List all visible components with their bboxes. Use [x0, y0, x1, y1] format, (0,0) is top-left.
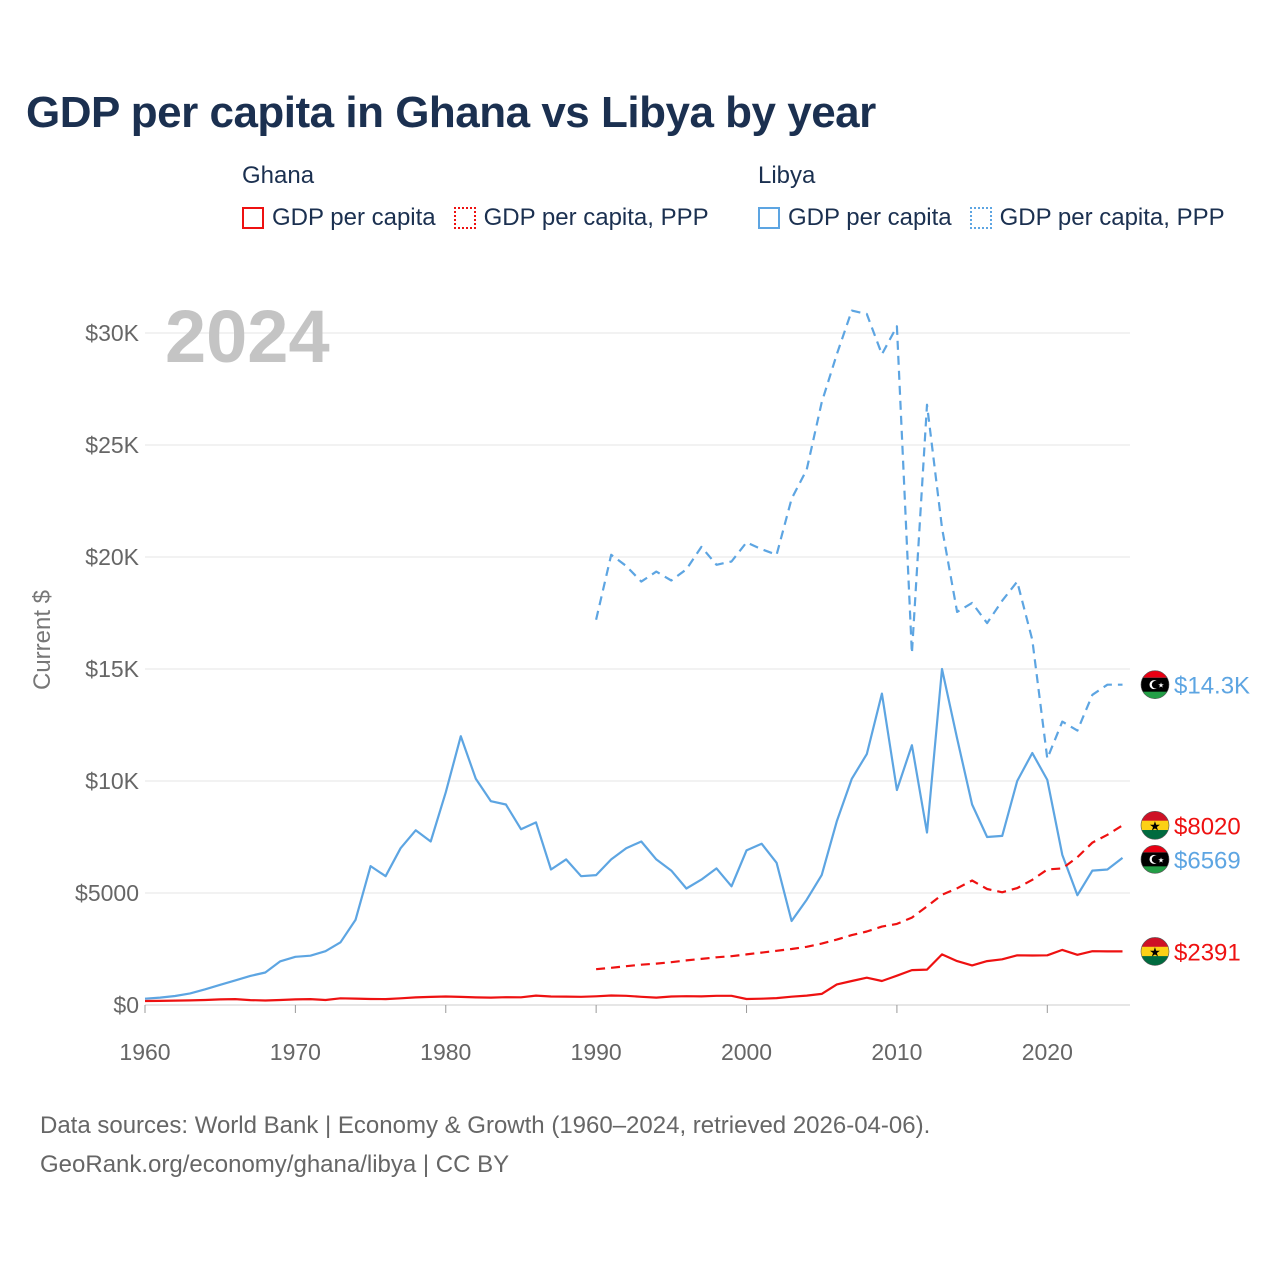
x-tick-label: 2020 [1022, 1039, 1073, 1065]
x-tick-label: 1970 [270, 1039, 321, 1065]
series-line-ghana-gdp-per-capita-ppp [595, 824, 1124, 971]
ghana-flag-icon: ★ [1141, 937, 1169, 966]
legend-item-libya-gdp[interactable]: GDP per capita [758, 204, 952, 232]
x-tick-label: 1990 [571, 1039, 622, 1065]
flag-stripe [1141, 691, 1169, 699]
flag-border [1140, 845, 1170, 874]
crescent-icon [1151, 855, 1160, 864]
legend-label: GDP per capita [788, 204, 952, 231]
end-value-label: $8020 [1174, 813, 1241, 840]
legend-label: GDP per capita, PPP [999, 204, 1225, 231]
y-tick-label: $10K [85, 768, 139, 794]
y-tick-label: $5000 [75, 880, 139, 906]
series-lines [144, 309, 1124, 1003]
footer: Data sources: World Bank | Economy & Gro… [40, 1106, 930, 1184]
y-tick-label: $30K [85, 320, 139, 346]
flag-stripe [1141, 820, 1169, 831]
flag-border [1140, 670, 1170, 699]
end-value-label: $2391 [1174, 939, 1241, 966]
end-marker-libya: ★ $6569 [1140, 845, 1241, 874]
ghana-flag-icon: ★ [1141, 811, 1169, 840]
y-tick-label: $0 [113, 992, 139, 1018]
end-marker-libya: ★ $14.3K [1140, 670, 1250, 700]
flag-border [1140, 937, 1170, 966]
flag-stripe [1141, 956, 1169, 966]
star-icon: ★ [1149, 944, 1161, 959]
x-tick-label: 2010 [871, 1039, 922, 1065]
legend-label: GDP per capita, PPP [483, 204, 709, 231]
legend-group-ghana: Ghana GDP per capita GDP per capita, PPP [242, 162, 709, 232]
legend-group-name: Ghana [242, 162, 315, 189]
legend-item-ghana-gdp[interactable]: GDP per capita [242, 204, 436, 232]
legend-group-libya: Libya GDP per capita GDP per capita, PPP [758, 162, 1225, 232]
flag-stripe [1141, 811, 1169, 822]
legend-swatch-solid [242, 207, 264, 229]
flag-stripe [1141, 830, 1169, 840]
legend-item-libya-gdp-ppp[interactable]: GDP per capita, PPP [969, 204, 1225, 232]
end-value-label: $14.3K [1174, 673, 1250, 700]
legend-item-ghana-gdp-ppp[interactable]: GDP per capita, PPP [453, 204, 709, 232]
flag-stripe [1141, 866, 1169, 874]
series-line-libya-gdp-per-capita-ppp [595, 309, 1123, 760]
legend-label: GDP per capita [272, 204, 436, 231]
crescent-icon [1151, 680, 1160, 689]
footer-link[interactable]: GeoRank.org/economy/ghana/libya | CC BY [40, 1151, 510, 1178]
star-icon: ★ [1149, 818, 1161, 833]
y-tick-label: $15K [85, 656, 139, 682]
flag-stripe [1141, 937, 1169, 948]
y-axis-label: Current $ [29, 590, 56, 690]
legend-swatch-solid [758, 207, 780, 229]
gridlines [145, 332, 1130, 1006]
x-tick-label: 1980 [420, 1039, 471, 1065]
flag-stripe [1141, 946, 1169, 957]
y-axis-ticks: $0 $5000 $10K $15K $20K $25K $30K [75, 320, 140, 1018]
y-tick-label: $25K [85, 432, 139, 458]
legend-swatch-dotted [453, 207, 476, 229]
star-icon: ★ [1158, 682, 1164, 690]
legend-group-name: Libya [758, 162, 816, 189]
flag-stripe [1141, 845, 1169, 853]
libya-flag-icon: ★ [1141, 845, 1169, 874]
x-tick-label: 2000 [721, 1039, 772, 1065]
series-line-libya-gdp-per-capita [144, 667, 1124, 1000]
x-axis-ticks: 1960 1970 1980 1990 2000 2010 2020 [119, 1005, 1073, 1065]
x-tick-label: 1960 [119, 1039, 170, 1065]
flag-stripe [1141, 670, 1169, 678]
footer-sources: Data sources: World Bank | Economy & Gro… [40, 1112, 931, 1139]
star-icon: ★ [1158, 856, 1164, 864]
libya-flag-icon: ★ [1141, 670, 1169, 699]
end-marker-ghana: ★ $2391 [1140, 937, 1241, 966]
chart-title: GDP per capita in Ghana vs Libya by year [26, 88, 876, 137]
end-markers: ★ $14.3K ★ $8020 ★ $6569 ★ $2391 [1140, 670, 1250, 966]
end-marker-ghana: ★ $8020 [1140, 811, 1241, 840]
y-tick-label: $20K [85, 544, 139, 570]
legend-swatch-dotted [969, 207, 992, 229]
end-value-label: $6569 [1174, 847, 1241, 874]
year-watermark: 2024 [165, 295, 330, 378]
series-line-ghana-gdp-per-capita [144, 948, 1123, 1003]
flag-border [1140, 811, 1170, 840]
